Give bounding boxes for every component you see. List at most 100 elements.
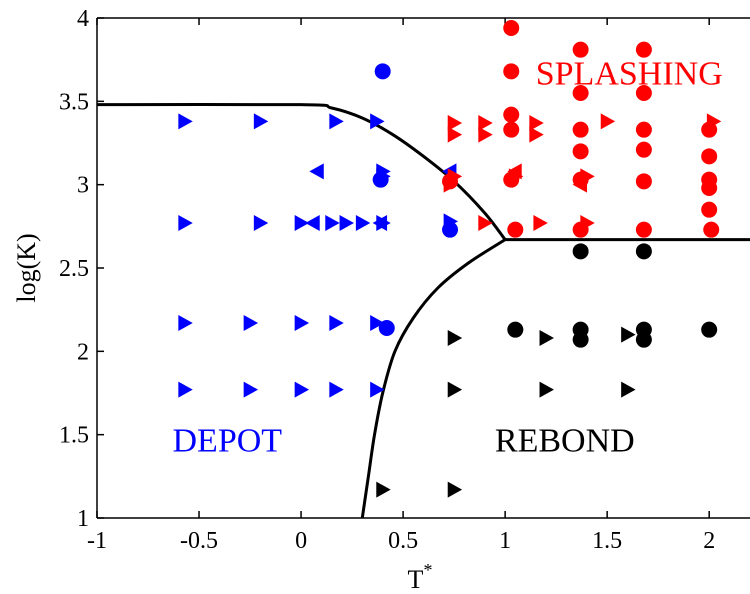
triangle-right-marker: [447, 330, 463, 346]
circle-marker: [701, 321, 718, 338]
triangle-right-marker: [370, 381, 385, 398]
circle-marker: [635, 331, 652, 348]
circle-marker: [372, 171, 389, 188]
triangle-right-marker: [533, 215, 548, 231]
circle-marker: [635, 41, 652, 58]
y-tick-label: 1: [77, 506, 89, 532]
circle-marker: [701, 180, 718, 196]
triangle-left-marker: [372, 215, 388, 231]
y-tick-label: 3: [77, 173, 89, 199]
triangle-right-marker: [294, 381, 310, 398]
triangle-right-marker: [478, 115, 493, 131]
triangle-right-marker: [243, 381, 259, 398]
region-label-splashing: SPLASHING: [536, 56, 723, 93]
circle-marker: [378, 320, 395, 336]
triangle-right-marker: [529, 126, 544, 143]
phase-boundaries: [97, 102, 750, 518]
circle-marker: [503, 63, 520, 80]
x-axis-title: T*: [408, 560, 433, 594]
triangle-right-marker: [178, 215, 193, 231]
triangle-right-marker: [447, 115, 463, 131]
circle-marker: [635, 243, 652, 260]
circle-marker: [635, 173, 652, 190]
triangle-right-marker: [339, 215, 354, 231]
circle-marker: [572, 331, 589, 348]
circle-marker: [503, 106, 520, 123]
triangle-right-marker: [370, 113, 385, 130]
triangle-right-marker: [178, 113, 193, 130]
circle-marker: [572, 143, 589, 160]
triangle-right-marker: [370, 315, 385, 331]
triangle-right-marker: [294, 315, 310, 331]
circle-marker: [503, 20, 520, 36]
triangle-right-marker: [178, 315, 193, 331]
region-label-depot: DEPOT: [173, 422, 283, 459]
circle-marker: [374, 63, 391, 80]
triangle-left-marker: [507, 163, 522, 180]
x-tick-label: 1: [499, 528, 511, 554]
x-tick-label: -1: [87, 528, 107, 554]
circle-marker: [635, 141, 652, 158]
triangle-right-marker: [529, 115, 544, 131]
triangle-right-marker: [447, 126, 463, 143]
y-tick-label: 4: [77, 6, 89, 32]
triangle-right-marker: [447, 481, 463, 498]
phase-boundary-line: [97, 102, 507, 241]
y-axis-title: log(K): [12, 233, 41, 302]
circle-marker: [572, 221, 589, 238]
circle-marker: [635, 121, 652, 138]
x-tick-label: -0.5: [180, 528, 218, 554]
circle-marker: [572, 171, 589, 188]
circle-marker: [503, 121, 520, 138]
y-tick-label: 2.5: [59, 256, 89, 282]
triangle-right-marker: [325, 215, 340, 231]
circle-marker: [701, 201, 718, 218]
triangle-right-marker: [621, 381, 636, 398]
triangle-right-marker: [621, 326, 636, 343]
x-tick-label: 0.5: [388, 528, 418, 554]
triangle-left-marker: [309, 163, 324, 180]
x-tick-label: 1.5: [592, 528, 622, 554]
triangle-right-marker: [253, 113, 269, 130]
circle-marker: [507, 221, 524, 238]
circle-marker: [701, 121, 718, 138]
triangle-right-marker: [253, 215, 269, 231]
triangle-right-marker: [539, 330, 554, 346]
x-tick-label: 2: [703, 528, 715, 554]
triangle-right-marker: [539, 381, 554, 398]
triangle-right-marker: [243, 315, 259, 331]
triangle-right-marker: [355, 215, 371, 231]
x-axis-title-superscript: *: [423, 560, 432, 580]
circle-marker: [442, 221, 459, 238]
circle-marker: [572, 243, 589, 260]
circle-marker: [572, 85, 589, 101]
circle-marker: [701, 148, 718, 165]
circle-marker: [635, 221, 652, 238]
circle-marker: [507, 321, 524, 338]
triangle-right-marker: [294, 215, 310, 231]
axis-ticks: -1 -0.5 0 0.5 1 1.5 2 1 1.5 2 2.5 3 3.5 4: [59, 6, 715, 554]
triangle-left-marker: [305, 215, 320, 231]
triangle-right-marker: [329, 315, 344, 331]
y-tick-label: 1.5: [59, 423, 89, 449]
region-label-rebond: REBOND: [495, 422, 635, 459]
region-labels: DEPOT SPLASHING REBOND: [173, 56, 723, 460]
data-markers: [178, 20, 722, 498]
triangle-right-marker: [447, 381, 463, 398]
phase-boundary-line: [360, 238, 506, 518]
triangle-right-marker: [478, 126, 493, 143]
triangle-right-marker: [478, 215, 493, 231]
circle-marker: [635, 85, 652, 101]
circle-marker: [572, 41, 589, 58]
triangle-right-marker: [376, 481, 391, 498]
circle-marker: [572, 121, 589, 138]
circle-marker: [442, 173, 459, 190]
x-tick-label: 0: [295, 528, 307, 554]
circle-marker: [703, 221, 720, 238]
x-axis-title-main: T: [408, 565, 424, 594]
circle-marker: [503, 171, 520, 188]
triangle-right-marker: [329, 113, 344, 130]
y-tick-label: 2: [77, 339, 89, 365]
triangle-right-marker: [178, 381, 193, 398]
